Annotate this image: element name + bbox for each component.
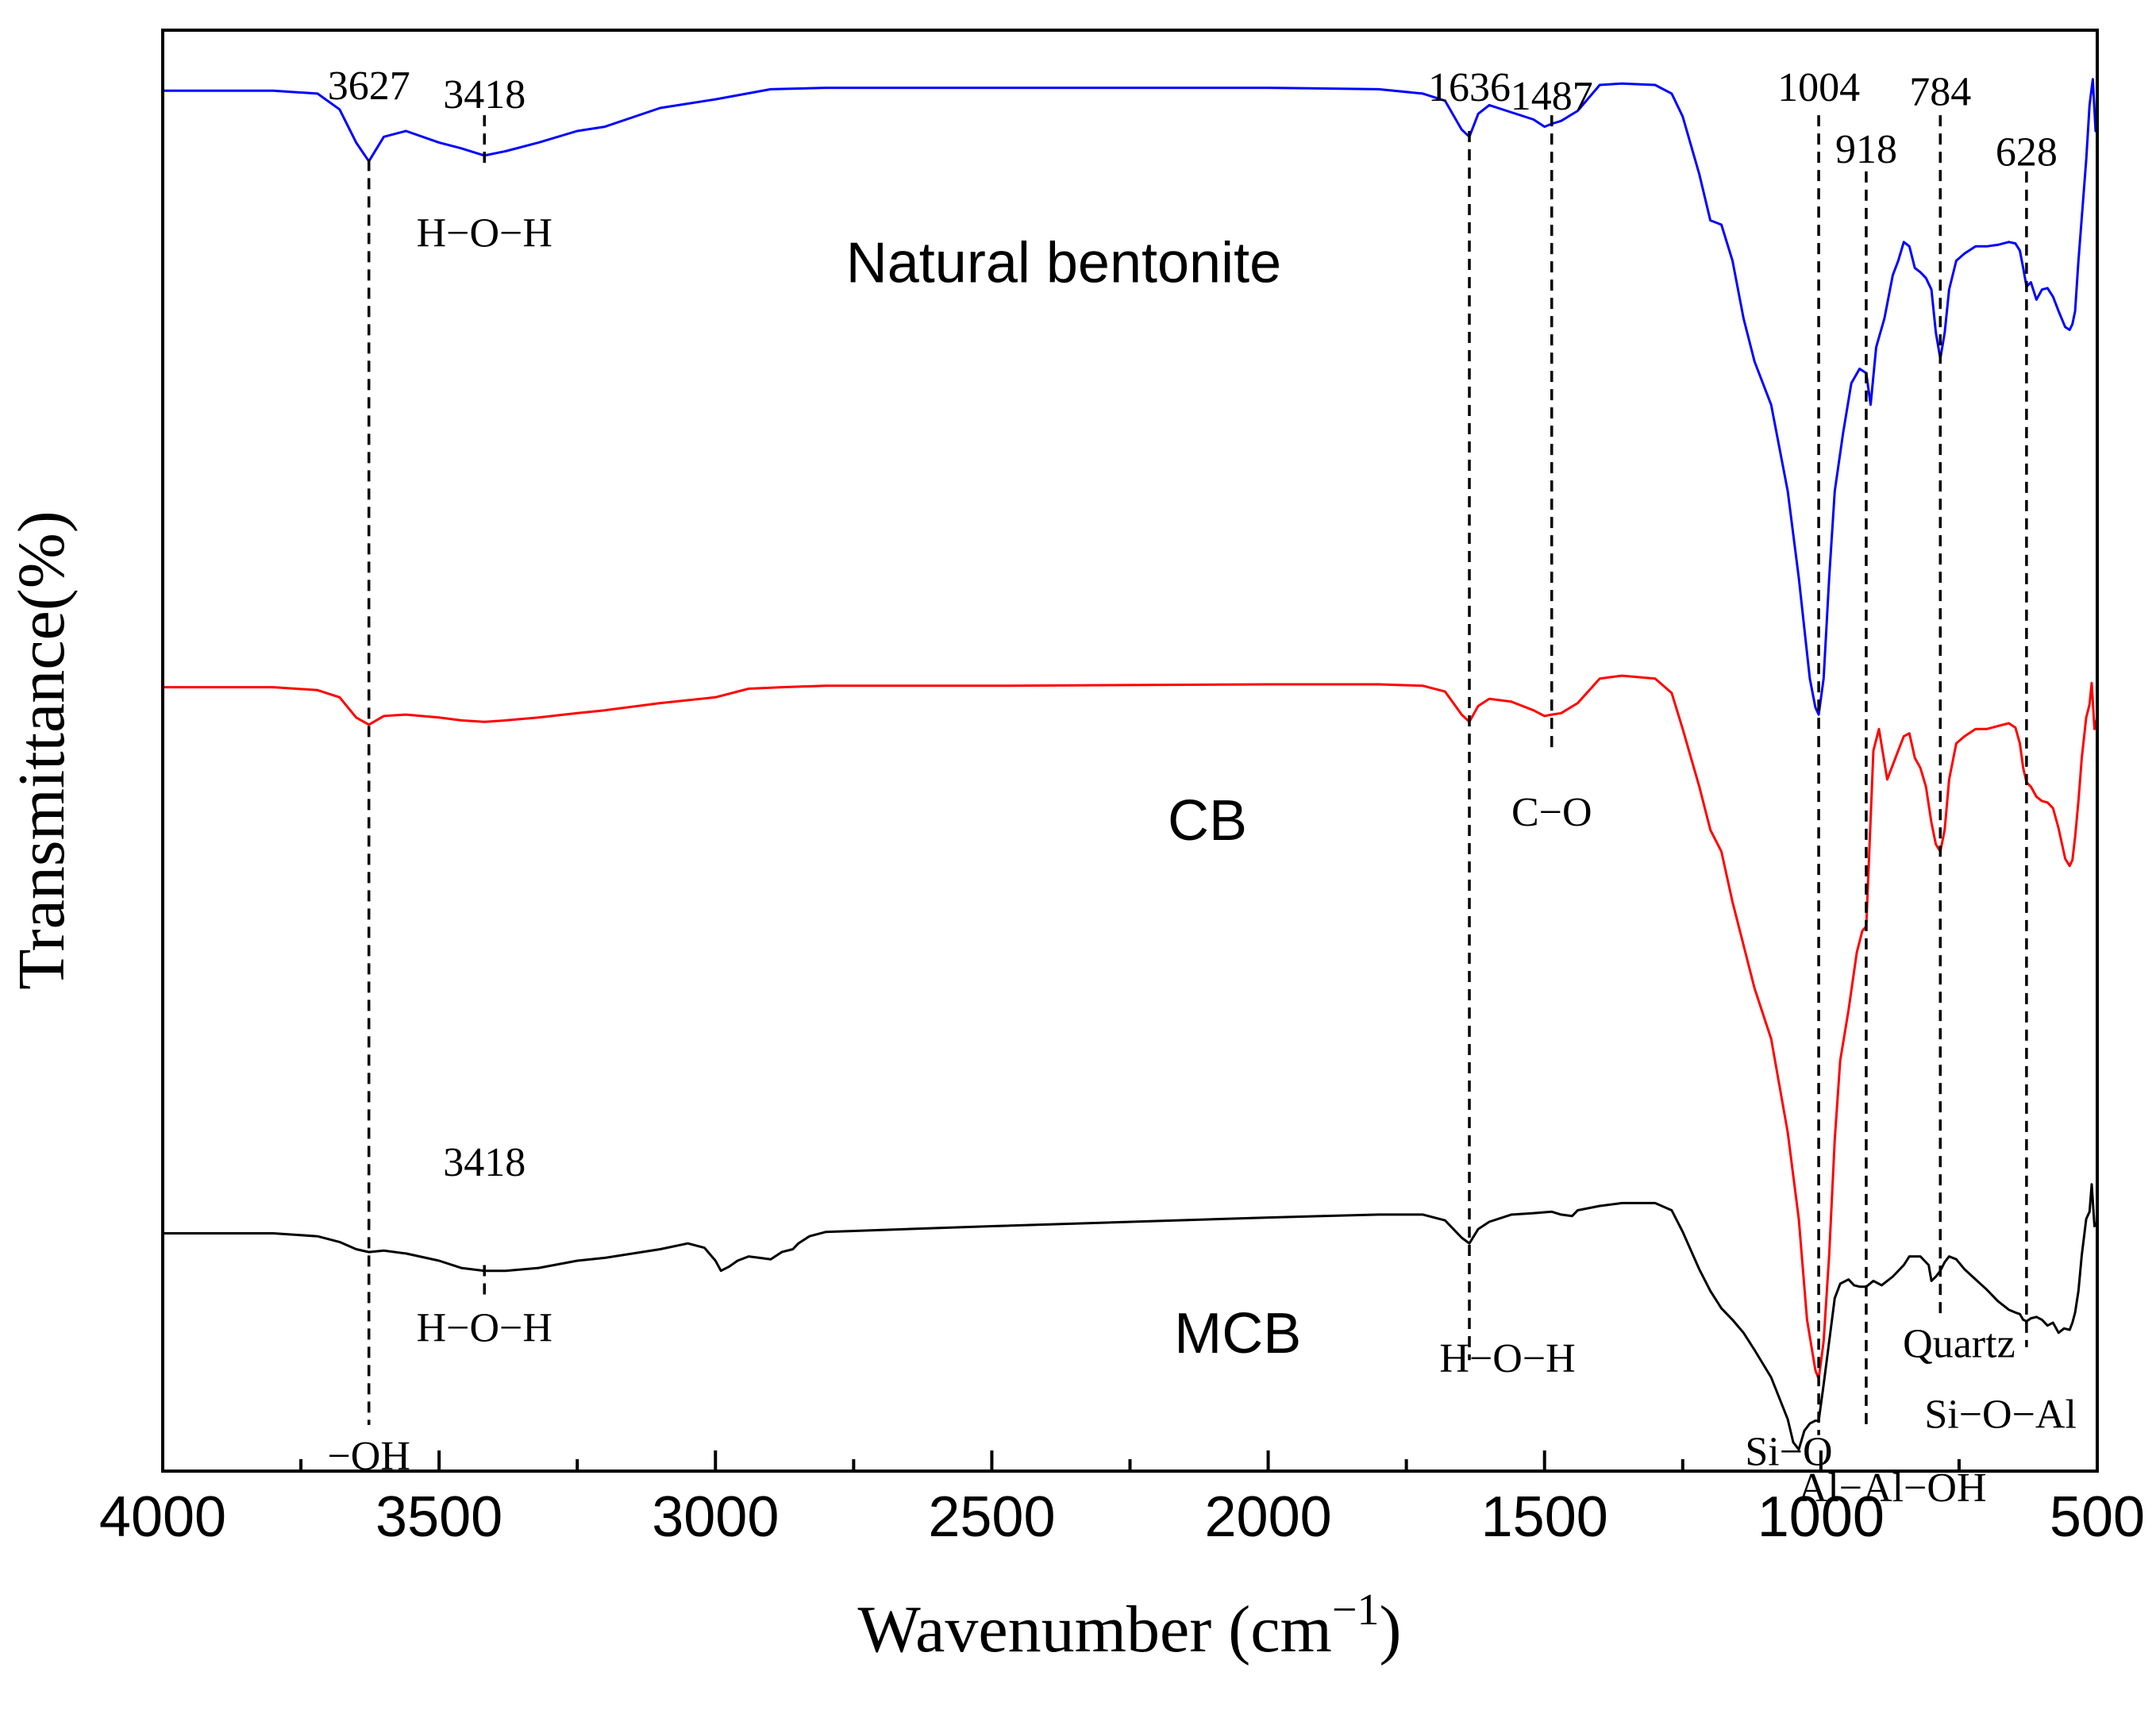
x-axis-label-main: Wavenumber (cm <box>858 1593 1332 1666</box>
x-tick-label-2500: 2500 <box>928 1485 1055 1549</box>
x-tick-label-500: 500 <box>2050 1485 2145 1549</box>
x-axis-tick-labels: 4000 3500 3000 2500 2000 1500 1000 500 <box>99 1485 2145 1549</box>
x-tick-label-4000: 4000 <box>99 1485 226 1549</box>
x-axis-label-superscript: −1 <box>1332 1585 1380 1635</box>
peak-label-1487: 1487 <box>1511 74 1593 119</box>
bond-label-h-o-h: H−O−H <box>1439 1336 1575 1381</box>
peak-label-1004: 1004 <box>1777 65 1860 110</box>
x-axis-label: Wavenumber (cm−1) <box>858 1585 1402 1666</box>
bond-label-h-o-h: H−O−H <box>417 210 552 256</box>
reference-lines <box>367 115 2028 1435</box>
series-label-natural-bentonite: Natural bentonite <box>846 232 1281 295</box>
x-axis-ticks <box>161 1450 2099 1471</box>
series-line-natural-bentonite <box>163 78 2097 716</box>
bond-label-c-o: C−O <box>1511 790 1592 835</box>
peak-label-3418: 3418 <box>443 1140 526 1185</box>
bond-label-quartz: Quartz <box>1903 1322 2015 1367</box>
peak-label-1636: 1636 <box>1428 65 1511 110</box>
peak-label-3418: 3418 <box>443 72 526 117</box>
x-tick-label-1000: 1000 <box>1758 1485 1885 1549</box>
peak-label-918: 918 <box>1835 127 1897 172</box>
series-label-cb: CB <box>1168 789 1247 853</box>
series-label-mcb: MCB <box>1174 1302 1301 1366</box>
x-tick-label-2000: 2000 <box>1204 1485 1331 1549</box>
bond-label-si-o-al: Si−O−Al <box>1924 1393 2077 1438</box>
peak-label-628: 628 <box>1996 130 2058 175</box>
peak-label-784: 784 <box>1909 69 1971 114</box>
x-tick-label-3000: 3000 <box>652 1485 779 1549</box>
y-axis-label: Transmittance(%) <box>5 510 79 989</box>
annotations: 3627 3418 1636 1487 1004 918 784 628 3418 H−O−H C−… <box>327 64 2076 1511</box>
x-tick-label-3500: 3500 <box>375 1485 502 1549</box>
peak-label-3627: 3627 <box>328 64 410 109</box>
x-axis-label-close: ) <box>1379 1593 1401 1666</box>
series-line-mcb <box>163 1183 2099 1451</box>
bond-label-al-al-oh: Al−Al−OH <box>1798 1466 1987 1511</box>
x-tick-label-1500: 1500 <box>1481 1485 1608 1549</box>
bond-label-si-o: Si−O <box>1745 1430 1832 1475</box>
bond-label-h-o-h: H−O−H <box>417 1306 552 1351</box>
